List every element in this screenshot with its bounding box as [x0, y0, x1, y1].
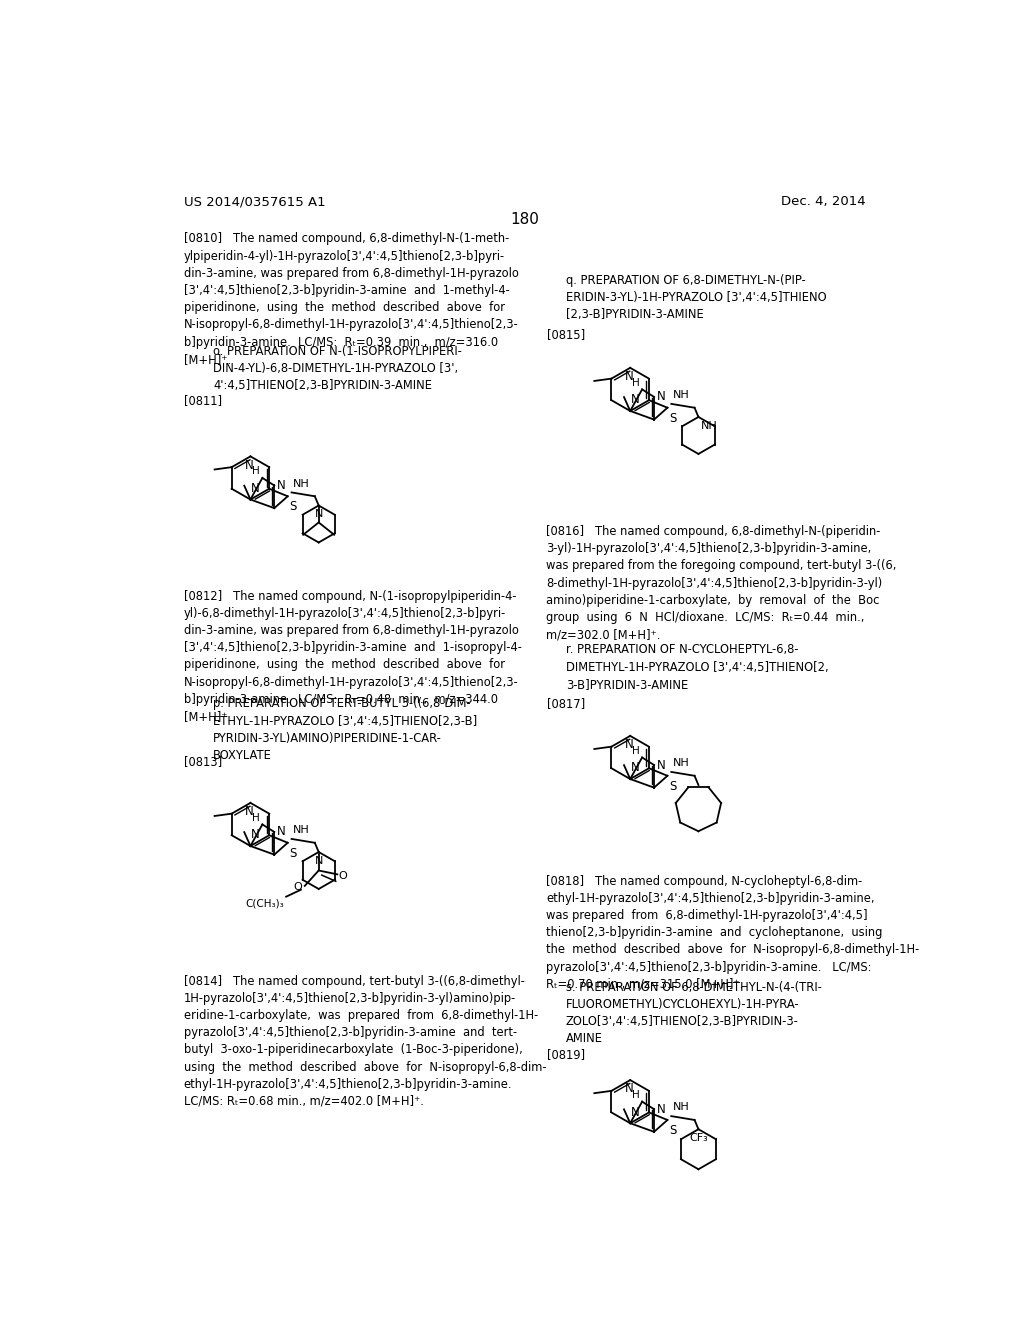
- Text: N: N: [656, 1102, 666, 1115]
- Text: N: N: [246, 805, 254, 818]
- Text: p. PREPARATION OF TERT-BUTYL 3-((6,8-DIM-
ETHYL-1H-PYRAZOLO [3',4':4,5]THIENO[2,: p. PREPARATION OF TERT-BUTYL 3-((6,8-DIM…: [213, 697, 477, 762]
- Text: o. PREPARATION OF N-(1-ISOPROPYLPIPERI-
DIN-4-YL)-6,8-DIMETHYL-1H-PYRAZOLO [3',
: o. PREPARATION OF N-(1-ISOPROPYLPIPERI- …: [213, 345, 462, 392]
- Text: US 2014/0357615 A1: US 2014/0357615 A1: [183, 195, 326, 209]
- Text: NH: NH: [700, 421, 718, 430]
- Text: [0814]   The named compound, tert-butyl 3-((6,8-dimethyl-
1H-pyrazolo[3',4':4,5]: [0814] The named compound, tert-butyl 3-…: [183, 974, 546, 1107]
- Text: S: S: [669, 412, 677, 425]
- Text: [0810]   The named compound, 6,8-dimethyl-N-(1-meth-
ylpiperidin-4-yl)-1H-pyrazo: [0810] The named compound, 6,8-dimethyl-…: [183, 232, 519, 366]
- Text: [0813]: [0813]: [183, 755, 222, 768]
- Text: C(CH₃)₃: C(CH₃)₃: [246, 898, 285, 908]
- Text: O: O: [339, 871, 347, 880]
- Text: [0815]: [0815]: [547, 327, 585, 341]
- Text: N: N: [251, 829, 260, 841]
- Text: N: N: [314, 855, 323, 866]
- Text: H: H: [632, 378, 640, 388]
- Text: S: S: [289, 846, 297, 859]
- Text: H: H: [252, 813, 260, 822]
- Text: N: N: [251, 482, 260, 495]
- Text: [0819]: [0819]: [547, 1048, 585, 1061]
- Text: S: S: [669, 1123, 677, 1137]
- Text: [0812]   The named compound, N-(1-isopropylpiperidin-4-
yl)-6,8-dimethyl-1H-pyra: [0812] The named compound, N-(1-isopropy…: [183, 590, 521, 723]
- Text: N: N: [625, 738, 634, 751]
- Text: H: H: [632, 1090, 640, 1100]
- Text: CF₃: CF₃: [689, 1133, 708, 1143]
- Text: NH: NH: [293, 479, 310, 488]
- Text: r. PREPARATION OF N-CYCLOHEPTYL-6,8-
DIMETHYL-1H-PYRAZOLO [3',4':4,5]THIENO[2,
3: r. PREPARATION OF N-CYCLOHEPTYL-6,8- DIM…: [566, 644, 828, 690]
- Text: N: N: [276, 825, 286, 838]
- Text: N: N: [656, 759, 666, 771]
- Text: [0811]: [0811]: [183, 395, 222, 407]
- Text: N: N: [656, 391, 666, 404]
- Text: H: H: [632, 746, 640, 756]
- Text: NH: NH: [293, 825, 310, 836]
- Text: N: N: [625, 1082, 634, 1096]
- Text: [0817]: [0817]: [547, 697, 585, 710]
- Text: S: S: [669, 780, 677, 792]
- Text: N: N: [276, 479, 286, 492]
- Text: N: N: [314, 510, 323, 519]
- Text: N: N: [631, 393, 640, 407]
- Text: s. PREPARATION OF 6,8-DIMETHYL-N-(4-(TRI-
FLUOROMETHYL)CYCLOHEXYL)-1H-PYRA-
ZOLO: s. PREPARATION OF 6,8-DIMETHYL-N-(4-(TRI…: [566, 981, 821, 1045]
- Text: NH: NH: [673, 1102, 690, 1113]
- Text: 180: 180: [510, 213, 540, 227]
- Text: O: O: [294, 883, 302, 892]
- Text: NH: NH: [673, 389, 690, 400]
- Text: N: N: [631, 1106, 640, 1118]
- Text: Dec. 4, 2014: Dec. 4, 2014: [781, 195, 866, 209]
- Text: NH: NH: [673, 758, 690, 768]
- Text: H: H: [252, 466, 260, 477]
- Text: N: N: [246, 459, 254, 471]
- Text: [0818]   The named compound, N-cycloheptyl-6,8-dim-
ethyl-1H-pyrazolo[3',4':4,5]: [0818] The named compound, N-cycloheptyl…: [547, 874, 920, 991]
- Text: S: S: [289, 500, 297, 513]
- Text: N: N: [625, 370, 634, 383]
- Text: q. PREPARATION OF 6,8-DIMETHYL-N-(PIP-
ERIDIN-3-YL)-1H-PYRAZOLO [3',4':4,5]THIEN: q. PREPARATION OF 6,8-DIMETHYL-N-(PIP- E…: [566, 275, 826, 321]
- Text: N: N: [631, 762, 640, 775]
- Text: [0816]   The named compound, 6,8-dimethyl-N-(piperidin-
3-yl)-1H-pyrazolo[3',4':: [0816] The named compound, 6,8-dimethyl-…: [547, 525, 897, 642]
